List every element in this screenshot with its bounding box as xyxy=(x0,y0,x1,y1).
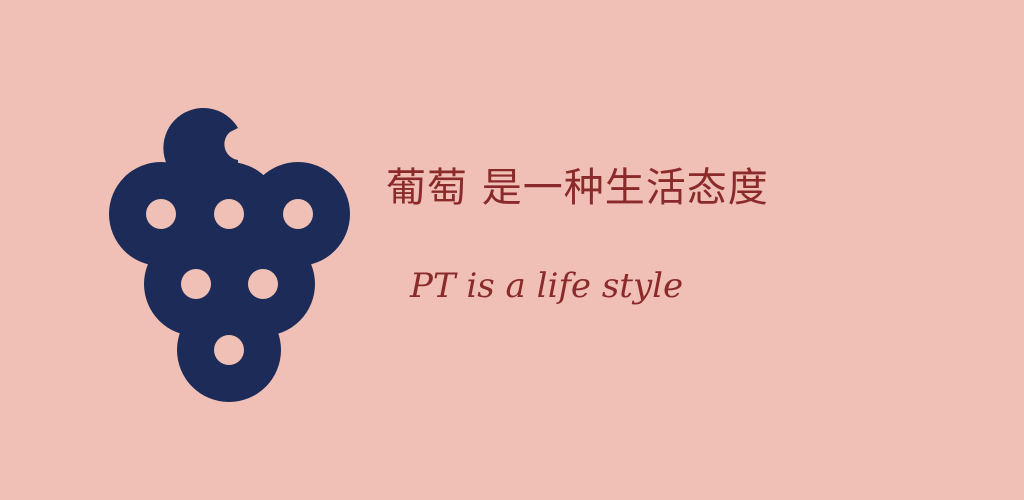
grape-cluster-icon xyxy=(109,108,350,402)
grape-holes xyxy=(146,199,313,365)
grape-hole xyxy=(283,199,313,229)
grape-hole xyxy=(181,269,211,299)
grape-hole xyxy=(214,199,244,229)
tagline: PT is a life style xyxy=(410,266,684,306)
grape-hole xyxy=(248,269,278,299)
grape-hole xyxy=(214,335,244,365)
grape-hole xyxy=(146,199,176,229)
headline: 葡萄 是一种生活态度 xyxy=(386,165,769,211)
